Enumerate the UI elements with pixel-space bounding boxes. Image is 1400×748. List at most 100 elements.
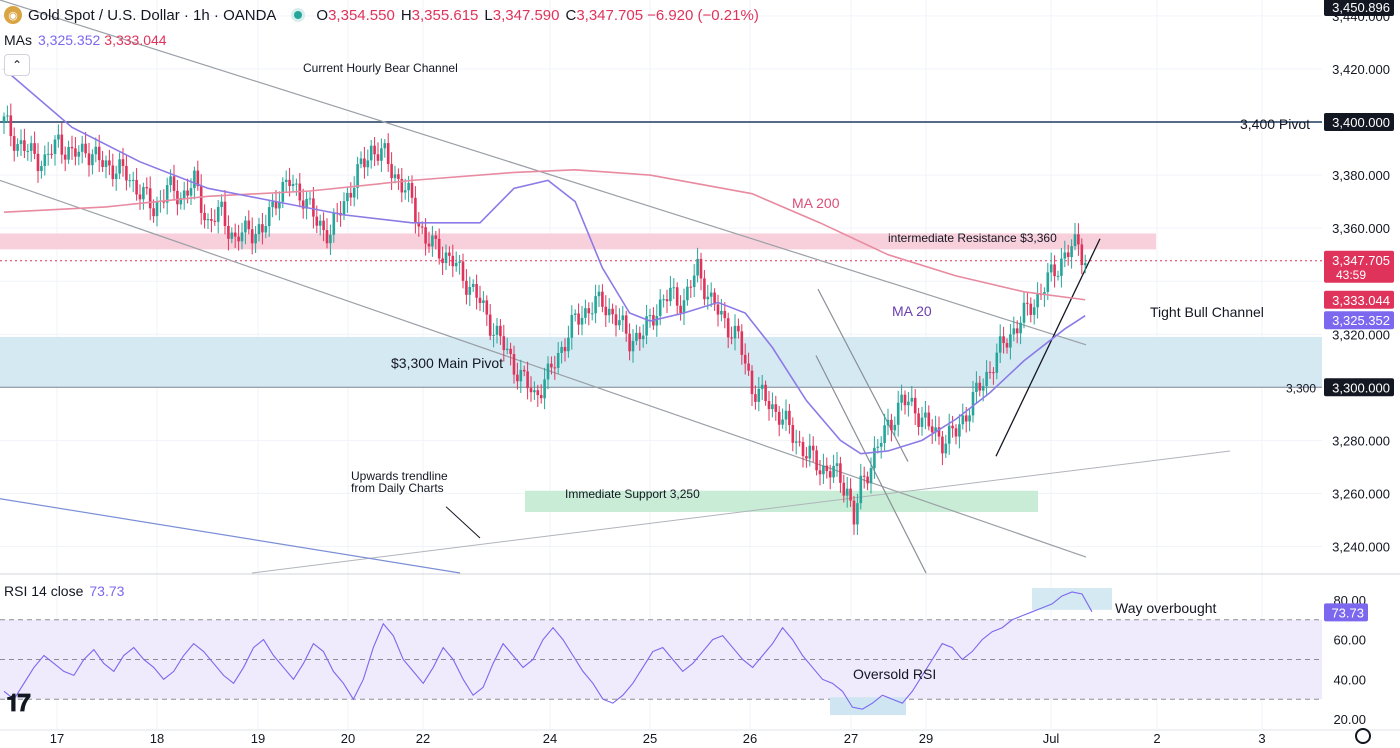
candle-body: [879, 442, 883, 447]
collapse-legend-button[interactable]: ⌃: [4, 54, 30, 76]
high-value: 3,355.615: [411, 6, 479, 24]
candle-body: [1005, 343, 1009, 348]
candles: [2, 103, 1087, 535]
low-key: L: [484, 6, 493, 24]
candle-body: [104, 160, 108, 167]
candle-body: [978, 382, 982, 391]
candle-body: [516, 374, 519, 382]
candle-body: [478, 297, 482, 304]
candle-body: [57, 134, 60, 140]
settings-gear-icon[interactable]: [1355, 728, 1371, 744]
trendline-arrow: [445, 506, 481, 539]
candle-body: [900, 394, 903, 403]
candle-body: [393, 174, 397, 179]
candle-body: [883, 425, 886, 443]
candle-body: [852, 500, 856, 525]
candle-body: [199, 186, 203, 213]
pivot-price-tag-bg: [1324, 113, 1394, 132]
candle-body: [529, 388, 533, 393]
candle-body: [495, 325, 499, 335]
candle-body: [1019, 322, 1022, 334]
candle-body: [155, 201, 159, 217]
symbol-header[interactable]: ◉ Gold Spot / U.S. Dollar · 1h · OANDA O…: [0, 0, 763, 30]
candle-body: [964, 415, 968, 422]
candle-body: [162, 200, 166, 203]
candle-body: [63, 154, 67, 160]
candle-body: [1077, 234, 1080, 245]
candle-body: [284, 179, 288, 183]
candle-body: [165, 185, 169, 203]
time-tick-label: 18: [150, 731, 164, 746]
bear-channel-upper: [0, 0, 1087, 346]
candle-body: [366, 160, 370, 168]
candle-body: [512, 354, 516, 375]
candle-body: [373, 145, 376, 155]
price-tick-label: 3,360.000: [1332, 221, 1390, 236]
ma20-value: 3,325.352: [38, 32, 101, 48]
candle-body: [709, 292, 713, 297]
candle-body: [118, 159, 121, 174]
candle-body: [658, 299, 662, 317]
oversold-label: Oversold RSI: [853, 666, 936, 682]
candle-body: [631, 340, 635, 352]
candle-body: [886, 419, 890, 426]
candle-body: [832, 465, 835, 478]
candle-body: [148, 188, 152, 209]
candle-body: [189, 188, 193, 196]
candle-body: [325, 230, 329, 244]
candle-body: [811, 445, 815, 451]
candle-body: [80, 143, 84, 152]
candle-body: [682, 300, 686, 314]
candle-body: [437, 238, 441, 259]
price-tick-label: 3,260.000: [1332, 486, 1390, 501]
countdown-tag: 43:59: [1336, 268, 1366, 282]
candle-body: [77, 151, 81, 157]
candle-body: [941, 436, 944, 454]
gold-coin-icon: ◉: [4, 6, 22, 24]
candle-body: [947, 425, 951, 444]
daily-trendline-label: Upwards trendline: [351, 469, 448, 483]
candle-body: [536, 390, 540, 396]
tradingview-logo-icon[interactable]: 𝟏𝟕: [6, 690, 31, 717]
candle-body: [305, 198, 308, 209]
rsi-legend[interactable]: RSI 14 close 73.73: [4, 583, 124, 599]
candle-body: [913, 397, 917, 414]
candle-body: [121, 159, 125, 166]
bull-channel-line: [995, 238, 1101, 457]
candle-body: [397, 174, 400, 179]
candle-body: [128, 180, 132, 182]
candle-body: [352, 187, 356, 198]
candle-body: [36, 153, 40, 172]
candle-body: [1036, 293, 1039, 308]
candle-body: [951, 425, 954, 429]
candle-body: [563, 346, 567, 352]
ma-legend[interactable]: MAs 3,325.352 3,333.044: [4, 32, 167, 48]
candle-body: [556, 352, 560, 368]
candle-body: [475, 283, 478, 298]
time-tick-label: 26: [743, 731, 757, 746]
candle-body: [448, 252, 451, 256]
time-tick-label: 22: [416, 731, 430, 746]
ma200-line: [3, 168, 1086, 301]
candle-body: [594, 296, 597, 314]
candle-body: [1022, 302, 1026, 323]
candle-body: [451, 255, 455, 267]
main-pivot-price-tag: 3,300.000: [1332, 380, 1390, 395]
candle-body: [998, 336, 1002, 353]
candle-body: [873, 447, 876, 469]
time-tick-label: Jul: [1043, 731, 1060, 746]
rsi-line: [3, 591, 1093, 710]
candle-body: [410, 182, 414, 198]
candle-body: [1063, 252, 1067, 259]
candle-body: [791, 425, 795, 443]
candle-body: [839, 463, 842, 483]
change-value: −6.920 (−0.21%): [647, 6, 759, 24]
daily-trendline-upper: [0, 498, 461, 574]
time-tick-label: 17: [50, 731, 64, 746]
candle-body: [50, 153, 53, 155]
candle-body: [526, 371, 529, 389]
ma200-price-tag: 3,333.044: [1332, 293, 1390, 308]
candle-body: [750, 370, 754, 395]
candle-body: [142, 187, 145, 200]
